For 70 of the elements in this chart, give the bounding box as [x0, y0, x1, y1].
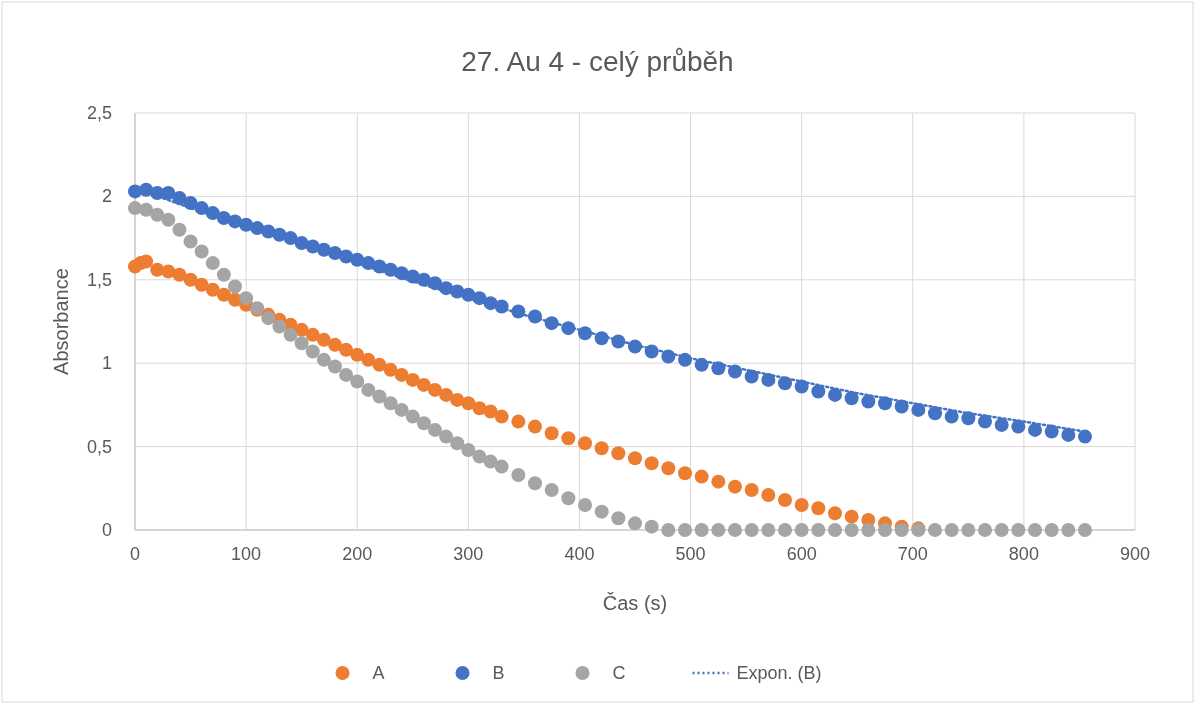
- y-tick-label: 2,5: [86, 103, 112, 123]
- point: [694, 469, 709, 484]
- point: [316, 332, 331, 347]
- point: [205, 282, 220, 297]
- point: [561, 431, 576, 446]
- legend-label: B: [492, 663, 505, 683]
- point: [794, 497, 809, 512]
- y-tick-label: 0,5: [86, 436, 112, 457]
- x-tick-label: 700: [897, 544, 928, 564]
- point: [528, 419, 542, 434]
- point: [611, 446, 626, 461]
- point: [544, 426, 559, 441]
- point: [161, 264, 176, 279]
- x-tick-label: 900: [1119, 544, 1151, 564]
- point: [778, 492, 792, 507]
- point: [416, 377, 431, 392]
- point: [828, 506, 842, 521]
- point: [744, 482, 759, 497]
- point: [628, 451, 642, 466]
- point: [305, 327, 320, 342]
- x-tick-label: 300: [453, 544, 484, 564]
- point: [372, 357, 387, 372]
- x-tick-label: 500: [675, 544, 706, 564]
- y-axis-title: Absorbance: [50, 268, 72, 375]
- point: [594, 441, 609, 456]
- point: [711, 474, 726, 489]
- x-tick-label: 200: [342, 544, 373, 564]
- point: [494, 409, 509, 424]
- x-tick-label: 100: [231, 544, 262, 564]
- point: [194, 277, 209, 292]
- point: [394, 367, 409, 382]
- point: [172, 267, 187, 282]
- point: [728, 479, 742, 494]
- point: [644, 456, 659, 471]
- point: [844, 509, 859, 524]
- point: [761, 487, 776, 502]
- point: [678, 466, 692, 481]
- x-axis-title: Čas (s): [602, 592, 668, 614]
- point: [511, 414, 526, 429]
- point: [461, 396, 476, 411]
- point: [450, 392, 465, 407]
- y-tick-label: 1: [101, 353, 112, 374]
- point: [339, 342, 354, 357]
- legend-label: A: [372, 663, 385, 683]
- point: [361, 352, 376, 367]
- point: [139, 254, 154, 269]
- y-tick-label: 0: [101, 520, 112, 540]
- point: [483, 404, 498, 419]
- point: [150, 262, 165, 277]
- x-tick-label: 600: [786, 544, 817, 564]
- point: [472, 401, 487, 416]
- chart-title: 27. Au 4 - celý průběh: [461, 46, 734, 77]
- legend-label: Expon. (B): [736, 663, 822, 683]
- x-tick-label: 0: [129, 544, 141, 564]
- point: [350, 347, 365, 362]
- point: [183, 272, 198, 287]
- point: [328, 337, 342, 352]
- x-tick-label: 400: [564, 544, 595, 564]
- point: [661, 461, 676, 476]
- point: [811, 501, 826, 516]
- point: [405, 372, 420, 387]
- y-tick-label: 2: [101, 186, 112, 207]
- point: [428, 382, 442, 397]
- point: [439, 387, 454, 402]
- point: [383, 362, 398, 377]
- point: [578, 436, 592, 451]
- point: [216, 287, 231, 302]
- x-tick-label: 800: [1008, 544, 1039, 564]
- y-tick-label: 1,5: [86, 269, 112, 290]
- legend-label: C: [612, 663, 626, 683]
